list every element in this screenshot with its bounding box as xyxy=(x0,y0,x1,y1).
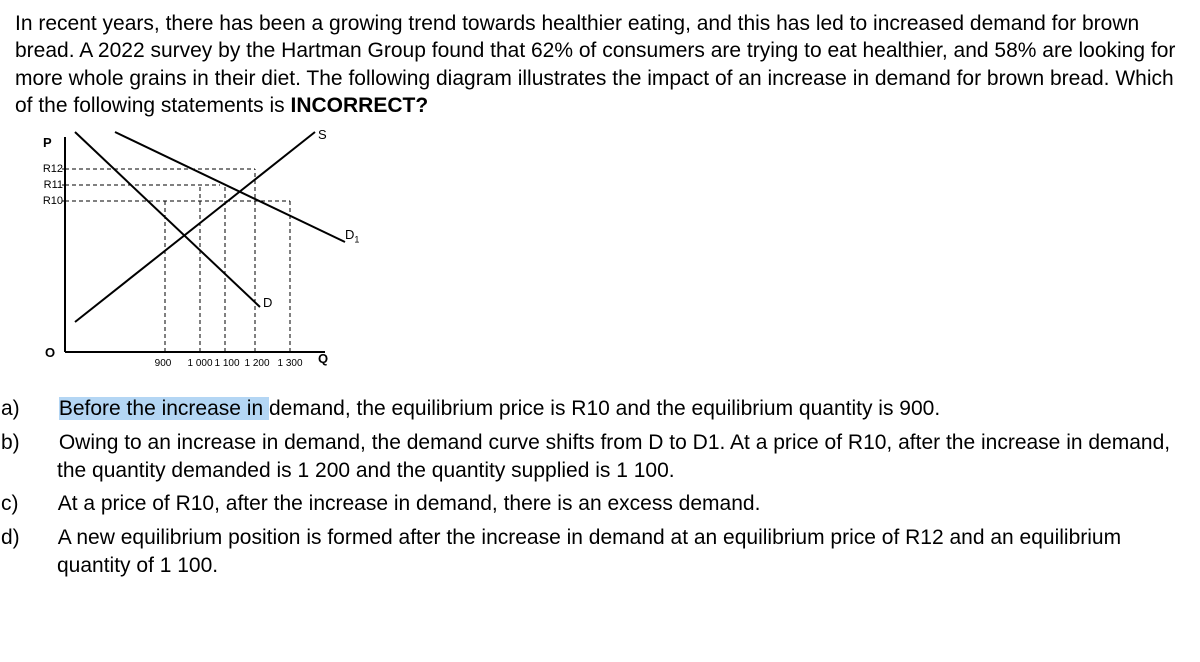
option-d-text: A new equilibrium position is formed aft… xyxy=(57,526,1121,577)
demand-label: D xyxy=(263,295,272,312)
option-c-letter: c) xyxy=(29,490,53,518)
option-b[interactable]: b) Owing to an increase in demand, the d… xyxy=(15,429,1185,484)
supply-label: S xyxy=(318,127,327,144)
y-axis-label: P xyxy=(43,135,52,152)
question-text: In recent years, there has been a growin… xyxy=(15,10,1185,119)
question-body: In recent years, there has been a growin… xyxy=(15,12,1175,117)
chart-svg xyxy=(15,127,375,377)
option-b-text: Owing to an increase in demand, the dema… xyxy=(57,431,1170,482)
demand1-label: D1 xyxy=(345,227,359,246)
xtick-900: 900 xyxy=(155,357,172,370)
supply-demand-chart: P O Q R12 R11 R10 900 1 000 1 100 1 200 … xyxy=(15,127,375,377)
xtick-1300: 1 300 xyxy=(277,357,302,370)
option-d[interactable]: d) A new equilibrium position is formed … xyxy=(15,524,1185,579)
xtick-1200: 1 200 xyxy=(244,357,269,370)
option-a-highlight: Before the increase in xyxy=(59,397,269,420)
ytick-label-r10: R10 xyxy=(43,194,63,208)
option-b-letter: b) xyxy=(29,429,53,457)
option-a-rest: demand, the equilibrium price is R10 and… xyxy=(269,397,940,420)
option-a-letter: a) xyxy=(29,395,53,423)
option-d-letter: d) xyxy=(29,524,53,552)
xtick-1000: 1 000 xyxy=(187,357,212,370)
ytick-label-r12: R12 xyxy=(43,162,63,176)
options-list: a) Before the increase in demand, the eq… xyxy=(15,395,1185,579)
option-c[interactable]: c) At a price of R10, after the increase… xyxy=(15,490,1185,518)
origin-label: O xyxy=(45,345,55,362)
question-bold: INCORRECT? xyxy=(290,94,428,117)
option-c-text: At a price of R10, after the increase in… xyxy=(58,492,761,515)
demand1-curve xyxy=(115,132,345,242)
supply-curve xyxy=(75,132,315,322)
x-axis-label: Q xyxy=(318,351,328,368)
ytick-label-r11: R11 xyxy=(44,178,63,192)
xtick-1100: 1 100 xyxy=(214,357,239,370)
demand-curve xyxy=(75,132,260,307)
option-a[interactable]: a) Before the increase in demand, the eq… xyxy=(15,395,1185,423)
